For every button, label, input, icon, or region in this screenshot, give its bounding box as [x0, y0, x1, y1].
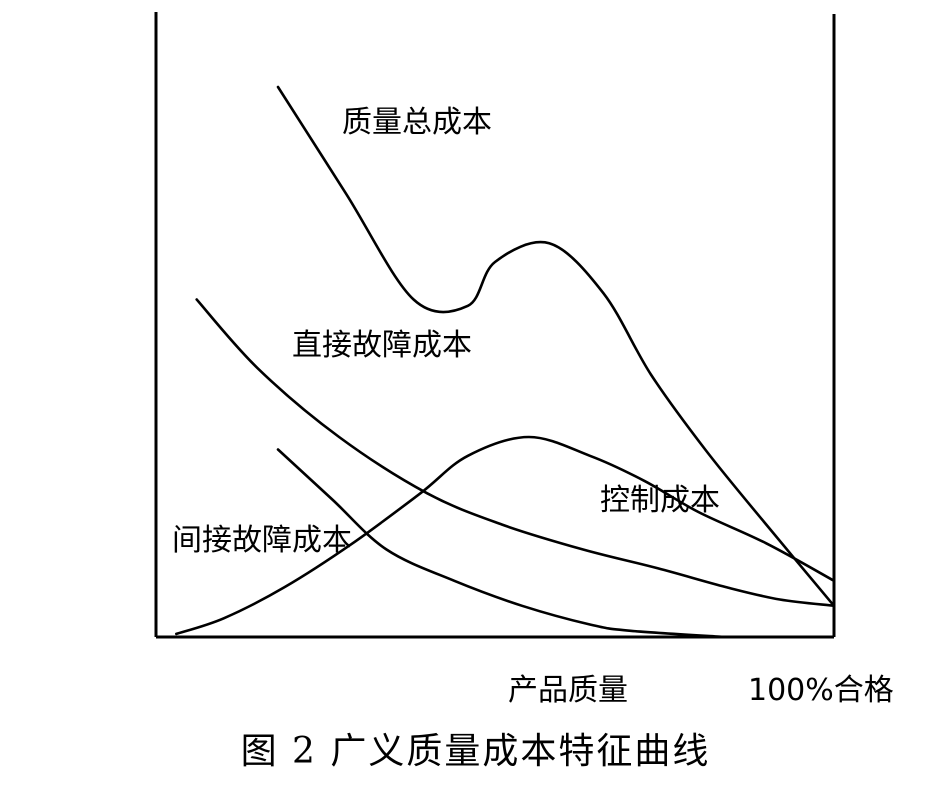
- series-label-total-cost: 质量总成本: [342, 105, 492, 140]
- total-cost-line: [276, 85, 836, 608]
- series-lines: [175, 85, 836, 639]
- figure-caption: 图 2 广义质量成本特征曲线: [240, 731, 711, 772]
- series-label-control-cost: 控制成本: [600, 483, 720, 518]
- direct-failure-cost-line: [195, 298, 836, 608]
- x-axis-label: 产品质量: [508, 673, 628, 708]
- indirect-failure-cost-line: [276, 448, 727, 639]
- chart-svg: 质量总成本 直接故障成本 间接故障成本 控制成本 产品质量 100%合格: [154, 12, 894, 708]
- series-label-indirect-failure-cost: 间接故障成本: [172, 523, 352, 558]
- series-label-direct-failure-cost: 直接故障成本: [292, 328, 472, 363]
- control-cost-line: [175, 435, 836, 636]
- x-axis-end-label: 100%合格: [748, 673, 894, 708]
